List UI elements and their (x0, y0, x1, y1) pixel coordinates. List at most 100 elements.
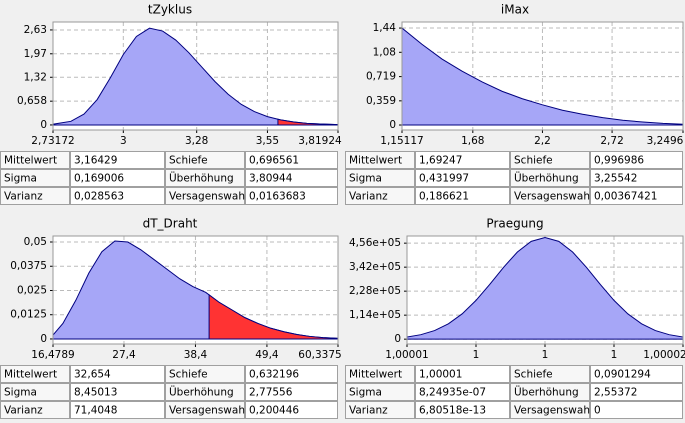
y-tick-label: 4,56e+05 (349, 237, 401, 249)
table-text: 3,25542 (594, 173, 637, 185)
table-cell (415, 383, 510, 401)
x-tick-label: 49,4 (255, 349, 279, 361)
y-tick-label: 2,63 (24, 24, 47, 36)
table-cell (165, 169, 245, 187)
table-text: Überhöhung (514, 386, 579, 399)
table-cell (70, 383, 165, 401)
y-tick-label: 3,42e+05 (349, 261, 401, 273)
y-tick-label: 0,025 (17, 284, 47, 296)
chart-title: dT_Draht (143, 217, 198, 231)
table-text: 32,654 (74, 369, 111, 381)
table-text: 0,200446 (249, 405, 299, 417)
chart-title: iMax (501, 3, 529, 17)
table-text: Schiefe (169, 155, 208, 167)
table-text: Sigma (349, 173, 382, 185)
x-tick-label: 1 (542, 349, 549, 361)
table-text: 0,186621 (419, 191, 469, 203)
table-cell (345, 383, 415, 401)
table-cell (245, 401, 338, 419)
y-tick-label: 1,08 (373, 46, 396, 58)
table-text: 1,00001 (419, 369, 462, 381)
table-cell (510, 401, 590, 419)
table-text: Mittelwert (4, 155, 57, 167)
table-cell (0, 401, 70, 419)
x-tick-label: 1,68 (461, 135, 484, 147)
table-text: Überhöhung (169, 172, 234, 185)
y-tick-label: 0,359 (366, 95, 396, 107)
table-text: 71,4048 (74, 405, 117, 417)
table-text: 2,55372 (594, 387, 637, 399)
table-cell (590, 401, 683, 419)
table-text: Versagenswahr (169, 405, 250, 417)
table-text: Varianz (4, 191, 43, 203)
table-text: Schiefe (514, 155, 553, 167)
table-cell (165, 383, 245, 401)
table-cell (590, 169, 683, 187)
table-text: 0,0163683 (249, 191, 306, 203)
table-cell (165, 151, 245, 169)
table-text: Varianz (349, 405, 388, 417)
table-text: Mittelwert (4, 369, 57, 381)
x-tick-label: 3,81924 (298, 135, 342, 147)
y-tick-label: 1,44 (373, 22, 397, 34)
table-cell (590, 187, 683, 205)
table-text: 2,77556 (249, 387, 293, 399)
table-text: 8,24935e-07 (419, 387, 486, 399)
table-text: Sigma (4, 173, 37, 185)
table-cell (415, 169, 510, 187)
table-text: 6,80518e-13 (419, 405, 486, 417)
table-text: 3,16429 (74, 155, 117, 167)
failure-area (208, 293, 339, 340)
x-tick-label: 1 (611, 349, 618, 361)
plot-border (52, 21, 339, 131)
table-cell (510, 383, 590, 401)
y-tick-label: 0 (394, 333, 401, 345)
x-tick-label: 3,2496 (647, 135, 684, 147)
table-cell (590, 383, 683, 401)
table-cell (415, 401, 510, 419)
x-tick-label: 3 (120, 135, 127, 147)
y-tick-label: 0,05 (24, 236, 47, 248)
table-cell (165, 401, 245, 419)
table-text: 0,431997 (419, 173, 469, 185)
table-cell (70, 151, 165, 169)
x-tick-label: 60,3375 (298, 349, 341, 361)
x-tick-label: 1,00002 (643, 349, 685, 361)
y-tick-label: 1,32 (24, 71, 47, 83)
table-text: Sigma (349, 387, 382, 399)
table-text: 0,028563 (74, 191, 124, 203)
table-text: Schiefe (169, 369, 208, 381)
y-tick-label: 0,658 (17, 95, 47, 107)
table-cell (0, 151, 70, 169)
table-cell (165, 365, 245, 383)
table-cell (510, 151, 590, 169)
table-cell (415, 365, 510, 383)
table-text: 0 (594, 405, 601, 417)
x-tick-label: 2,73172 (31, 135, 74, 147)
table-text: 0,169006 (74, 173, 124, 185)
table-text: 0,632196 (249, 369, 299, 381)
y-tick-label: 0 (389, 119, 396, 131)
chart-title: tZyklus (148, 3, 192, 17)
table-cell (0, 383, 70, 401)
table-cell (245, 383, 338, 401)
table-cell (510, 365, 590, 383)
table-cell (345, 151, 415, 169)
table-cell (0, 169, 70, 187)
x-tick-label: 27,4 (112, 349, 136, 361)
table-cell (590, 365, 683, 383)
table-text: 0,996986 (594, 155, 644, 167)
table-cell (510, 169, 590, 187)
x-tick-label: 2,2 (534, 135, 551, 147)
table-cell (245, 169, 338, 187)
x-tick-label: 1,15117 (380, 135, 423, 147)
chart-title: Praegung (486, 217, 543, 231)
x-tick-label: 16,4789 (31, 349, 74, 361)
plot-border (406, 235, 684, 345)
y-tick-label: 0,0375 (10, 260, 47, 272)
table-text: Mittelwert (349, 155, 402, 167)
table-text: 8,45013 (74, 387, 117, 399)
x-tick-label: 38,4 (184, 349, 208, 361)
y-tick-label: 0 (40, 333, 47, 345)
